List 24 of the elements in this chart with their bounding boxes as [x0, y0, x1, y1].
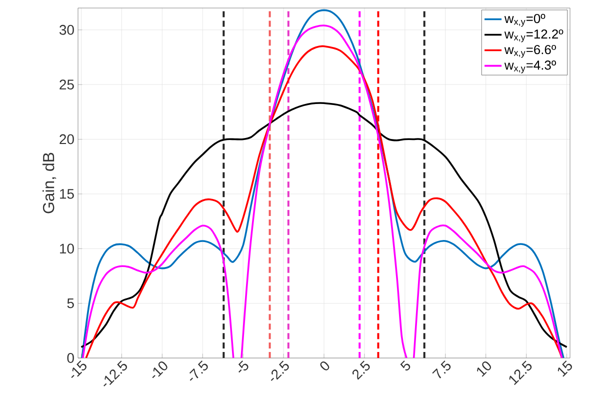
- x-tick-label: 2.5: [352, 360, 370, 380]
- y-tick-label: 10: [60, 244, 74, 254]
- x-tick-label: 7.5: [432, 360, 451, 378]
- y-tick-label: 5: [67, 298, 74, 308]
- legend-label: w$_{x,y}$=12.2º: [504, 29, 564, 42]
- y-axis-title: Gain, dB: [42, 152, 56, 214]
- legend-label: w$_{x,y}$=0º: [504, 14, 546, 27]
- x-tick-label: -2.5: [270, 360, 289, 381]
- x-tick-label: 0: [320, 361, 330, 370]
- x-tick-label: -15: [71, 360, 86, 378]
- y-tick-label: 25: [60, 80, 74, 90]
- x-tick-label: -5: [238, 360, 248, 373]
- x-tick-label: -10: [152, 361, 168, 378]
- x-tick-label: 5: [400, 360, 410, 371]
- legend-label: w$_{x,y}$=6.6º: [504, 44, 556, 58]
- x-tick-label: 10: [477, 361, 492, 377]
- line-series: [80, 102, 568, 348]
- y-tick-label: 0: [67, 353, 74, 363]
- y-tick-label: 15: [60, 189, 74, 199]
- y-tick-label: 30: [59, 24, 74, 35]
- y-tick-label: 20: [60, 134, 74, 144]
- x-tick-label: -7.5: [189, 360, 208, 381]
- legend-label: w$_{x,y}$=4.3º: [504, 60, 556, 74]
- x-tick-label: 15: [558, 360, 572, 377]
